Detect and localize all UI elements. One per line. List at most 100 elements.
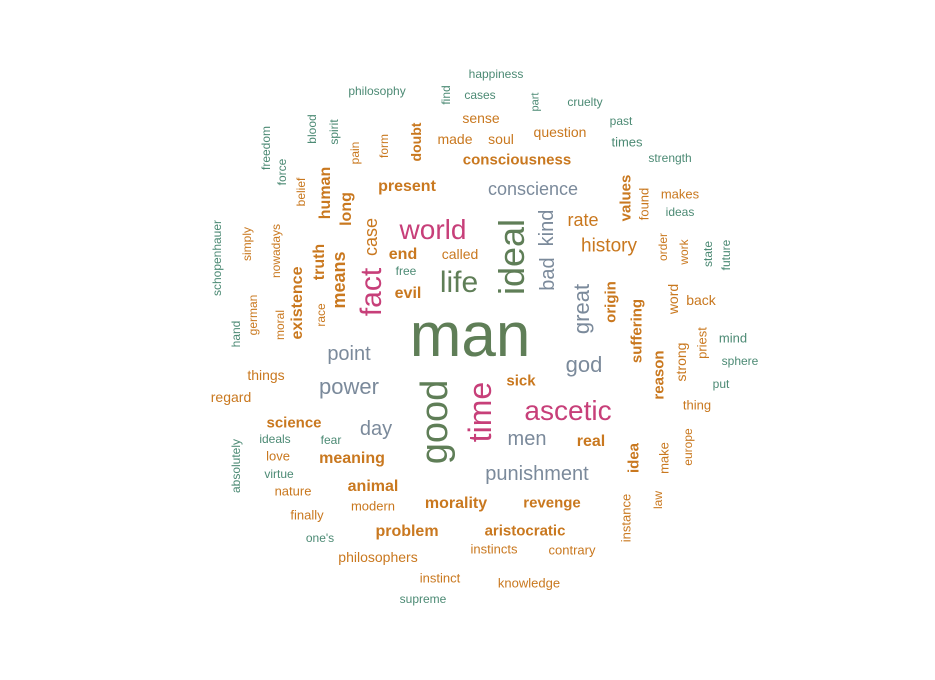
word-put: put	[712, 377, 730, 391]
word-bad: bad	[537, 257, 559, 291]
word-spirit: spirit	[327, 119, 341, 145]
word-origin: origin	[602, 281, 620, 323]
word-ideas: ideas	[665, 205, 695, 219]
word-idea: idea	[625, 442, 643, 474]
word-science: science	[266, 414, 322, 432]
word-hand: hand	[229, 320, 243, 348]
word-form: form	[377, 134, 391, 158]
word-nature: nature	[274, 483, 312, 499]
word-conscience: conscience	[487, 179, 579, 199]
word-find: find	[439, 85, 453, 105]
word-revenge: revenge	[523, 494, 581, 512]
word-mind: mind	[718, 330, 748, 346]
word-instinct: instinct	[419, 570, 461, 586]
word-belief: belief	[294, 177, 308, 207]
word-strength: strength	[648, 151, 692, 165]
word-real: real	[576, 433, 606, 450]
word-ideals: ideals	[259, 432, 291, 446]
word-good: good	[414, 379, 456, 465]
word-word: word	[665, 283, 681, 315]
word-love: love	[266, 448, 290, 464]
word-past: past	[609, 114, 633, 128]
word-priest: priest	[694, 327, 710, 359]
word-means: means	[329, 251, 349, 309]
word-present: present	[378, 178, 436, 195]
word-pain: pain	[348, 141, 362, 165]
word-cases: cases	[464, 88, 496, 102]
word-long: long	[338, 192, 355, 226]
word-modern: modern	[350, 498, 396, 514]
word-animal: animal	[347, 478, 399, 495]
word-meaning: meaning	[319, 450, 385, 467]
word-truth: truth	[311, 243, 328, 281]
word-world: world	[399, 214, 467, 245]
word-existence: existence	[289, 266, 306, 340]
word-great: great	[569, 283, 594, 335]
word-order: order	[656, 232, 670, 262]
word-force: force	[275, 158, 289, 186]
word-simply: simply	[240, 226, 254, 262]
word-case: case	[361, 217, 381, 257]
word-question: question	[533, 124, 587, 140]
word-back: back	[686, 292, 716, 308]
word-philosophy: philosophy	[348, 84, 406, 98]
word-end: end	[388, 246, 418, 263]
word-reason: reason	[650, 350, 668, 400]
word-schopenhauer: schopenhauer	[210, 219, 224, 297]
word-found: found	[636, 187, 652, 221]
word-race: race	[314, 303, 328, 327]
word-day: day	[359, 418, 393, 440]
word-times: times	[611, 134, 643, 150]
word-europe: europe	[681, 428, 695, 466]
word-made: made	[437, 131, 473, 147]
word-make: make	[656, 442, 672, 474]
word-moral: moral	[273, 309, 287, 341]
word-punishment: punishment	[485, 463, 589, 485]
word-strong: strong	[673, 342, 689, 382]
word-kind: kind	[536, 209, 558, 247]
word-philosophers: philosophers	[338, 549, 418, 565]
word-problem: problem	[375, 523, 439, 540]
word-contrary: contrary	[548, 542, 596, 558]
word-happiness: happiness	[468, 67, 524, 81]
word-work: work	[677, 239, 691, 265]
word-men: men	[507, 428, 547, 450]
word-part: part	[529, 92, 542, 112]
word-sphere: sphere	[721, 354, 759, 368]
word-point: point	[327, 343, 371, 365]
word-freedom: freedom	[259, 125, 273, 171]
word-ascetic: ascetic	[524, 395, 612, 426]
word-values: values	[617, 174, 635, 222]
word-knowledge: knowledge	[497, 575, 561, 591]
word-fear: fear	[320, 433, 342, 447]
word-cruelty: cruelty	[567, 95, 603, 109]
word-time: time	[462, 381, 498, 443]
word-sick: sick	[506, 372, 536, 390]
word-history: history	[581, 235, 637, 257]
word-soul: soul	[488, 131, 514, 147]
word-finally: finally	[290, 507, 324, 523]
word-man: man	[409, 301, 531, 370]
word-blood: blood	[305, 114, 319, 144]
word-free: free	[395, 264, 417, 278]
word-called: called	[441, 246, 479, 262]
word-rate: rate	[567, 210, 599, 230]
word-virtue: virtue	[264, 467, 294, 481]
word-morality: morality	[424, 495, 488, 512]
word-human: human	[317, 166, 334, 220]
word-nowadays: nowadays	[269, 223, 283, 279]
word-things: things	[247, 367, 285, 383]
word-suffering: suffering	[628, 298, 646, 364]
word-power: power	[319, 374, 379, 399]
word-instincts: instincts	[470, 541, 518, 557]
word-german: german	[246, 294, 260, 336]
word-sense: sense	[462, 110, 500, 126]
word-makes: makes	[660, 186, 700, 202]
word-fact: fact	[355, 267, 388, 317]
word-absolutely: absolutely	[229, 438, 243, 494]
word-ideal: ideal	[491, 218, 532, 296]
word-state: state	[701, 240, 715, 268]
word-god: god	[565, 352, 603, 377]
word-instance: instance	[618, 493, 634, 543]
